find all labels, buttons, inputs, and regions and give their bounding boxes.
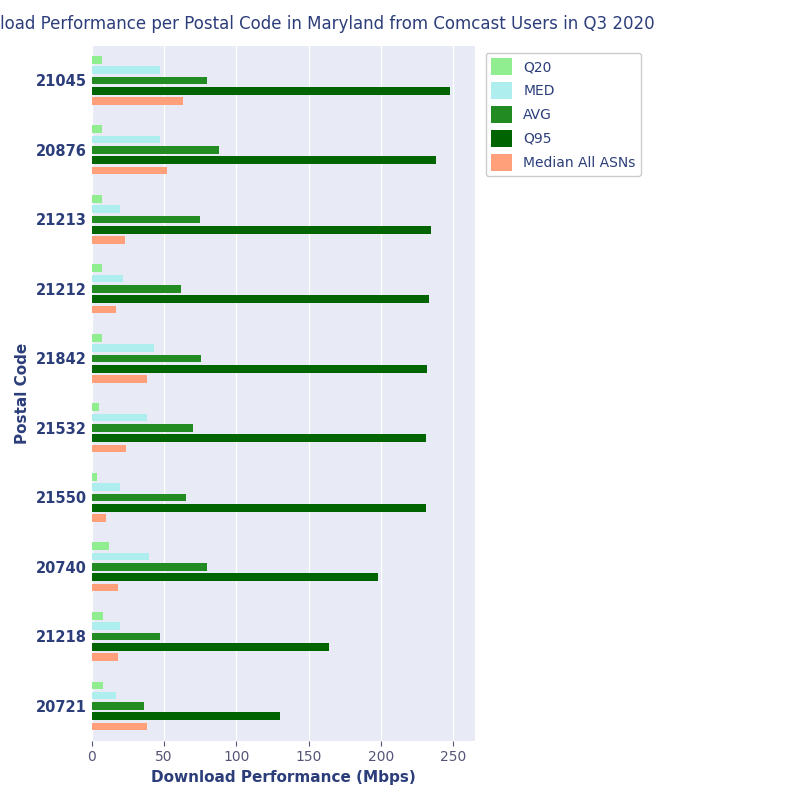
Bar bbox=[91, 166, 167, 174]
Bar bbox=[91, 424, 192, 432]
Bar bbox=[91, 354, 201, 362]
Bar bbox=[91, 722, 146, 730]
Bar bbox=[91, 157, 435, 164]
Bar bbox=[91, 654, 117, 661]
Bar bbox=[91, 414, 146, 422]
Bar bbox=[91, 265, 102, 272]
Bar bbox=[91, 584, 117, 591]
Bar bbox=[91, 445, 126, 453]
Bar bbox=[91, 334, 102, 342]
Bar bbox=[91, 574, 378, 581]
Bar bbox=[91, 494, 185, 502]
Bar bbox=[91, 612, 103, 620]
Bar bbox=[91, 375, 146, 383]
Bar bbox=[91, 216, 200, 223]
Bar bbox=[91, 344, 153, 352]
Bar bbox=[91, 643, 328, 650]
Bar bbox=[91, 87, 450, 94]
Bar bbox=[91, 306, 116, 314]
Bar bbox=[91, 403, 99, 411]
Bar bbox=[91, 206, 120, 213]
Bar bbox=[91, 295, 428, 303]
Bar bbox=[91, 713, 279, 720]
Bar bbox=[91, 77, 207, 84]
Bar bbox=[91, 274, 124, 282]
Y-axis label: Postal Code: Postal Code bbox=[15, 342, 30, 444]
Bar bbox=[91, 702, 144, 710]
Title: NDT Download Performance per Postal Code in Maryland from Comcast Users in Q3 20: NDT Download Performance per Postal Code… bbox=[0, 15, 654, 33]
Bar bbox=[91, 365, 427, 373]
Bar bbox=[91, 66, 160, 74]
Bar bbox=[91, 226, 431, 234]
Bar bbox=[91, 483, 120, 491]
Legend: Q20, MED, AVG, Q95, Median All ASNs: Q20, MED, AVG, Q95, Median All ASNs bbox=[485, 53, 640, 176]
Bar bbox=[91, 553, 149, 561]
Bar bbox=[91, 633, 160, 640]
Bar bbox=[91, 542, 109, 550]
Bar bbox=[91, 236, 124, 244]
Bar bbox=[91, 682, 103, 689]
Bar bbox=[91, 473, 97, 481]
Bar bbox=[91, 504, 425, 511]
Bar bbox=[91, 56, 102, 63]
Bar bbox=[91, 136, 160, 143]
Bar bbox=[91, 514, 106, 522]
Bar bbox=[91, 622, 120, 630]
Bar bbox=[91, 563, 207, 570]
Bar bbox=[91, 146, 219, 154]
Bar bbox=[91, 126, 102, 133]
X-axis label: Download Performance (Mbps): Download Performance (Mbps) bbox=[151, 770, 415, 785]
Bar bbox=[91, 285, 181, 293]
Bar bbox=[91, 434, 425, 442]
Bar bbox=[91, 692, 116, 699]
Bar bbox=[91, 195, 102, 202]
Bar bbox=[91, 98, 182, 105]
